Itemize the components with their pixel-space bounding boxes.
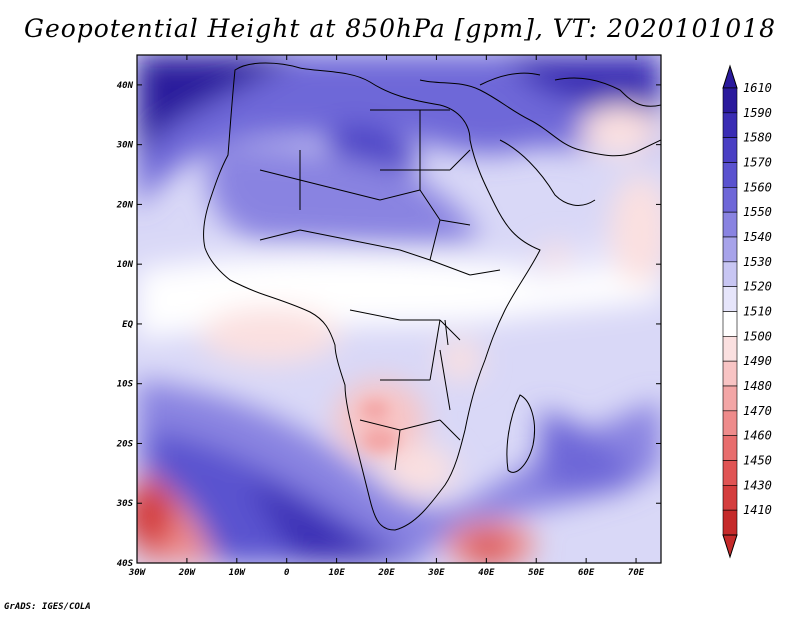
colorbar-swatch [722, 410, 738, 436]
lat-label: 20N [116, 200, 134, 210]
colorbar-swatch [722, 336, 738, 362]
colorbar-label: 1520 [743, 280, 772, 294]
lat-label: 40S [117, 559, 134, 569]
colorbar-label: 1580 [743, 131, 772, 145]
lat-label: 10S [117, 380, 134, 390]
colorbar-swatch [722, 311, 738, 337]
lat-label: 40N [117, 81, 134, 91]
lat-label: EQ [122, 320, 133, 330]
colorbar-swatch [722, 162, 738, 188]
colorbar-swatch [722, 485, 738, 511]
colorbar-swatch [722, 360, 738, 387]
colorbar-swatch [722, 236, 738, 263]
lon-label: 50E [528, 568, 545, 578]
colorbar-label: 1510 [743, 305, 772, 319]
colorbar-label: 1550 [743, 205, 772, 219]
lon-label: 10E [328, 568, 345, 578]
colorbar-swatch [722, 87, 738, 114]
colorbar-swatch [722, 187, 738, 213]
lon-label: 10W [229, 568, 247, 578]
grads-credit: GrADS: IGES/COLA [4, 602, 91, 612]
axis-ticks [136, 55, 661, 564]
plot-frame [136, 54, 662, 564]
colorbar-swatch [722, 509, 738, 536]
height-field [137, 55, 661, 563]
colorbar-swatch [722, 112, 738, 138]
coastlines [203, 62, 661, 531]
lon-label: 0 [284, 568, 290, 578]
lat-label: 30N [116, 141, 134, 151]
colorbar-swatch [722, 435, 738, 461]
colorbar-bottom-arrow [722, 534, 738, 559]
lon-label: 30E [427, 568, 445, 578]
colorbar-label: 1560 [743, 180, 772, 194]
map-title: Geopotential Height at 850hPa [gpm], VT:… [23, 14, 777, 43]
lat-label: 20S [116, 439, 134, 449]
lat-label: 10N [117, 260, 134, 270]
lon-label: 40E [478, 568, 495, 578]
colorbar-label: 1470 [743, 404, 772, 418]
colorbar-label: 1590 [743, 106, 772, 120]
colorbar-label: 1500 [743, 329, 772, 343]
colorbar-swatch [722, 286, 738, 312]
colorbar-label: 1450 [743, 454, 772, 468]
colorbar-label: 1570 [743, 156, 772, 170]
colorbar-label: 1530 [743, 255, 772, 269]
colorbar-label: 1460 [743, 429, 772, 443]
colorbar-swatch [722, 137, 738, 163]
colorbar-label: 1480 [743, 379, 772, 393]
colorbar-label: 1430 [743, 478, 772, 492]
colorbar-label: 1410 [743, 503, 772, 517]
colorbar-swatch [722, 261, 738, 287]
axis-labels: 30W 20W 10W 0 10E 20E 30E 40E 50E 60E 70E 40N 30N 20N… [116, 81, 645, 578]
colorbar: 1610 1590 1580 1570 1560 1550 1540 1530 1520 1510… [722, 64, 772, 559]
lat-label: 30S [116, 499, 134, 509]
colorbar-label: 1540 [743, 230, 772, 244]
colorbar-label: 1490 [743, 354, 772, 368]
colorbar-label: 1610 [743, 81, 772, 95]
colorbar-swatch [722, 211, 738, 238]
lon-label: 20W [178, 568, 197, 578]
lon-label: 70E [628, 568, 645, 578]
colorbar-top-arrow [722, 64, 738, 89]
colorbar-swatch [722, 460, 738, 486]
lon-label: 30W [128, 568, 147, 578]
colorbar-swatch [722, 385, 738, 412]
lon-label: 60E [578, 568, 595, 578]
lon-label: 20E [377, 568, 395, 578]
